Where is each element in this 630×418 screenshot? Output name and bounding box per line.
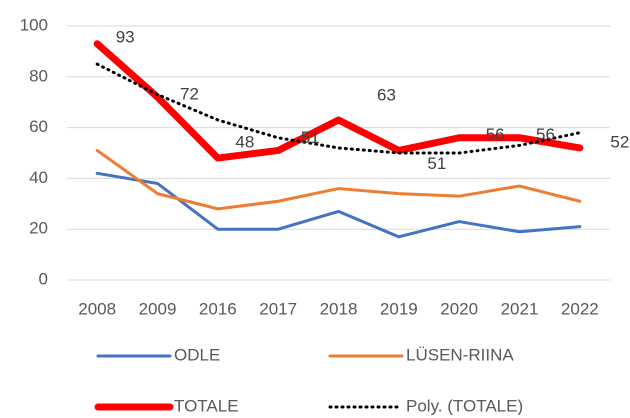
y-tick-label: 0	[39, 269, 48, 288]
series-line	[95, 171, 582, 239]
data-label: 56	[486, 125, 505, 144]
x-tick-label: 2021	[501, 299, 539, 318]
x-tick-label: 2017	[259, 299, 297, 318]
data-label: 93	[116, 27, 135, 46]
y-tick-label: 80	[29, 66, 48, 85]
data-label: 52	[610, 132, 629, 151]
legend-label: TOTALE	[174, 396, 239, 415]
legend-label: Poly. (TOTALE)	[406, 396, 523, 415]
series-line	[95, 62, 582, 155]
data-label: 56	[536, 125, 555, 144]
x-tick-label: 2009	[139, 299, 177, 318]
y-tick-label: 40	[29, 168, 48, 187]
y-tick-label: 60	[29, 117, 48, 136]
x-tick-label: 2022	[561, 299, 599, 318]
x-tick-label: 2016	[199, 299, 237, 318]
x-tick-label: 2020	[440, 299, 478, 318]
legend-label: ODLE	[174, 345, 220, 364]
series-line	[95, 148, 582, 211]
data-label: 72	[180, 85, 199, 104]
data-label: 48	[235, 133, 254, 152]
x-tick-label: 2019	[380, 299, 418, 318]
y-tick-label: 20	[29, 219, 48, 238]
x-tick-label: 2018	[320, 299, 358, 318]
data-label: 63	[377, 85, 396, 104]
legend-label: LÜSEN-RIINA	[406, 345, 514, 364]
data-label: 51	[427, 154, 446, 173]
x-tick-label: 2008	[78, 299, 116, 318]
data-label: 51	[301, 128, 320, 147]
y-tick-label: 100	[20, 15, 48, 34]
series-line	[93, 40, 584, 162]
